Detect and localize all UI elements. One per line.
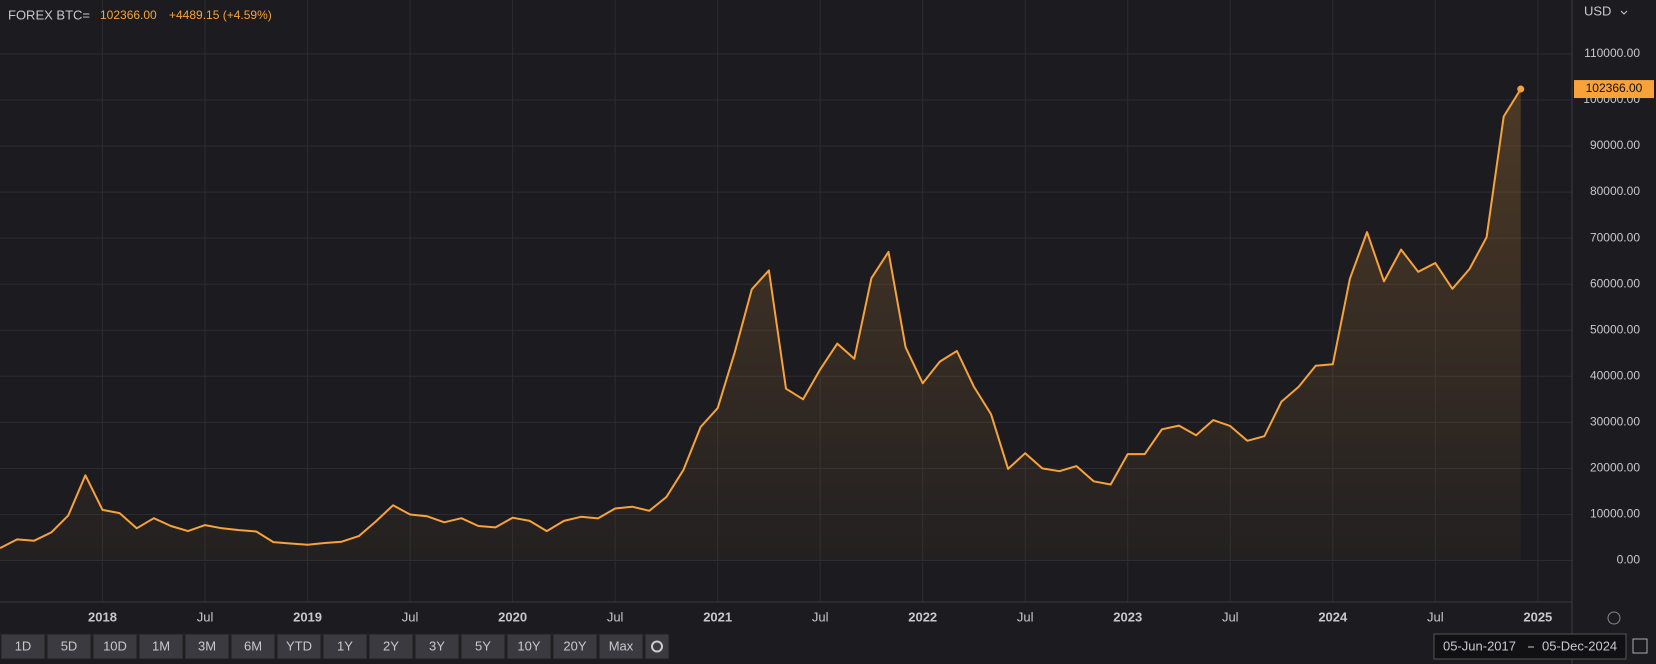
range-button[interactable] <box>184 633 230 660</box>
price: 102366.00 <box>100 8 157 22</box>
range-button-label[interactable]: 1Y <box>337 638 353 653</box>
range-button-label[interactable]: YTD <box>286 638 312 653</box>
range-button-label[interactable]: Max <box>609 638 634 653</box>
y-tick-label: 40000.00 <box>1590 368 1640 382</box>
y-tick-label: 20000.00 <box>1590 461 1640 475</box>
last-point <box>1517 85 1525 93</box>
date-from[interactable]: 05-Jun-2017 <box>1443 638 1516 653</box>
range-button-label[interactable]: 5Y <box>475 638 491 653</box>
gear-icon[interactable] <box>651 640 663 653</box>
chart-settings-button[interactable] <box>644 633 670 660</box>
y-tick-label: 110000.00 <box>1584 46 1640 60</box>
currency[interactable]: USD <box>1584 3 1611 18</box>
y-tick-label: 80000.00 <box>1590 184 1640 198</box>
range-button-label[interactable]: 3M <box>198 638 216 653</box>
line <box>0 88 1522 549</box>
x-tick-label: Jul <box>1017 609 1034 624</box>
range-button[interactable] <box>230 633 276 660</box>
x-tick-label: 2025 <box>1523 609 1552 624</box>
range-button[interactable] <box>92 633 138 660</box>
range-button-label[interactable]: 3Y <box>429 638 445 653</box>
range-button[interactable] <box>598 633 644 660</box>
price-marker <box>1574 80 1654 99</box>
range-button-label[interactable]: 1D <box>15 638 32 653</box>
range-button-label[interactable]: 6M <box>244 638 262 653</box>
area <box>0 89 1521 561</box>
range-button[interactable] <box>506 633 552 660</box>
y-tick-label: 0.00 <box>1617 553 1641 567</box>
x-tick-label: Jul <box>1427 609 1444 624</box>
range-button[interactable] <box>276 633 322 660</box>
x-tick-label: 2021 <box>703 609 732 624</box>
y-tick-label: 90000.00 <box>1590 138 1640 152</box>
x-tick-label: Jul <box>607 609 624 624</box>
price-marker-label: 102366.00 <box>1586 81 1643 95</box>
x-tick-label: 2022 <box>908 609 937 624</box>
y-tick-label: 10000.00 <box>1590 507 1640 521</box>
range-button-label[interactable]: 10Y <box>517 638 540 653</box>
range-button[interactable] <box>138 633 184 660</box>
range-button[interactable] <box>322 633 368 660</box>
x-tick-label: 2019 <box>293 609 322 624</box>
range-button-label[interactable]: 10D <box>103 638 127 653</box>
x-tick-label: 2024 <box>1318 609 1348 624</box>
settings-icon[interactable] <box>1607 611 1621 625</box>
change: +4489.15 (+4.59%) <box>169 8 272 22</box>
y-tick-label: 70000.00 <box>1590 230 1640 244</box>
range-button-label[interactable]: 20Y <box>563 638 586 653</box>
range-button[interactable] <box>552 633 598 660</box>
range-button[interactable] <box>46 633 92 660</box>
range-button-label[interactable]: 5D <box>61 638 78 653</box>
x-tick-label: 2020 <box>498 609 527 624</box>
x-tick-label: 2023 <box>1113 609 1142 624</box>
range-button[interactable] <box>0 633 46 660</box>
range-button[interactable] <box>414 633 460 660</box>
range-button-label[interactable]: 2Y <box>383 638 399 653</box>
x-tick-label: Jul <box>402 609 419 624</box>
y-tick-label: 30000.00 <box>1590 415 1640 429</box>
range-button[interactable] <box>460 633 506 660</box>
range-button[interactable] <box>368 633 414 660</box>
toolbar: 1D 5D 10D 1M 3M 6M YTD 1Y 2Y 3Y 5Y 10Y 20Y Max <box>0 633 670 660</box>
calendar-icon[interactable] <box>1632 638 1648 654</box>
x-tick-label: Jul <box>1222 609 1239 624</box>
x-tick-label: Jul <box>197 609 214 624</box>
date-to[interactable]: 05-Dec-2024 <box>1542 638 1617 653</box>
y-tick-label: 50000.00 <box>1590 322 1640 336</box>
symbol: FOREX BTC= <box>8 7 90 22</box>
x-tick-label: Jul <box>812 609 829 624</box>
plot <box>0 85 1525 561</box>
x-tick-label: 2018 <box>88 609 117 624</box>
range-button-label[interactable]: 1M <box>152 638 170 653</box>
y-tick-label: 60000.00 <box>1590 276 1640 290</box>
currency-caret[interactable] <box>1620 10 1628 15</box>
